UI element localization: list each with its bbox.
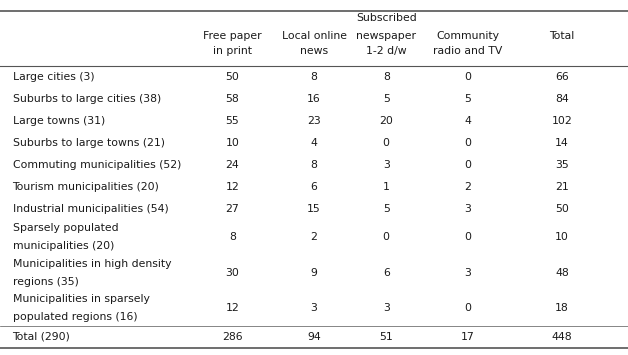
Text: 102: 102 <box>551 116 573 126</box>
Text: 84: 84 <box>555 94 569 104</box>
Text: Community: Community <box>436 31 499 41</box>
Text: 27: 27 <box>225 204 239 214</box>
Text: 448: 448 <box>552 332 572 342</box>
Text: 50: 50 <box>555 204 569 214</box>
Text: 15: 15 <box>307 204 321 214</box>
Text: 0: 0 <box>464 72 472 82</box>
Text: 30: 30 <box>225 268 239 278</box>
Text: Large cities (3): Large cities (3) <box>13 72 94 82</box>
Text: 0: 0 <box>382 138 390 148</box>
Text: Large towns (31): Large towns (31) <box>13 116 105 126</box>
Text: 48: 48 <box>555 268 569 278</box>
Text: Commuting municipalities (52): Commuting municipalities (52) <box>13 160 181 170</box>
Text: populated regions (16): populated regions (16) <box>13 312 137 322</box>
Text: 3: 3 <box>311 303 317 313</box>
Text: Free paper: Free paper <box>203 31 262 41</box>
Text: 3: 3 <box>465 204 471 214</box>
Text: 0: 0 <box>464 303 472 313</box>
Text: 4: 4 <box>311 138 317 148</box>
Text: 0: 0 <box>464 160 472 170</box>
Text: regions (35): regions (35) <box>13 277 78 286</box>
Text: 9: 9 <box>311 268 317 278</box>
Text: 1: 1 <box>383 182 389 192</box>
Text: 6: 6 <box>383 268 389 278</box>
Text: 24: 24 <box>225 160 239 170</box>
Text: 17: 17 <box>461 332 475 342</box>
Text: Tourism municipalities (20): Tourism municipalities (20) <box>13 182 160 192</box>
Text: 66: 66 <box>555 72 569 82</box>
Text: Municipalities in high density: Municipalities in high density <box>13 259 171 269</box>
Text: Sparsely populated: Sparsely populated <box>13 224 118 234</box>
Text: 23: 23 <box>307 116 321 126</box>
Text: 5: 5 <box>383 204 389 214</box>
Text: radio and TV: radio and TV <box>433 46 502 56</box>
Text: 4: 4 <box>465 116 471 126</box>
Text: 0: 0 <box>382 232 390 242</box>
Text: 5: 5 <box>465 94 471 104</box>
Text: 0: 0 <box>464 138 472 148</box>
Text: 3: 3 <box>465 268 471 278</box>
Text: Suburbs to large cities (38): Suburbs to large cities (38) <box>13 94 161 104</box>
Text: 51: 51 <box>379 332 393 342</box>
Text: Suburbs to large towns (21): Suburbs to large towns (21) <box>13 138 165 148</box>
Text: 8: 8 <box>383 72 389 82</box>
Text: 12: 12 <box>225 182 239 192</box>
Text: 21: 21 <box>555 182 569 192</box>
Text: 3: 3 <box>383 160 389 170</box>
Text: in print: in print <box>213 46 252 56</box>
Text: 2: 2 <box>311 232 317 242</box>
Text: 1-2 d/w: 1-2 d/w <box>366 46 406 56</box>
Text: 18: 18 <box>555 303 569 313</box>
Text: news: news <box>300 46 328 56</box>
Text: 55: 55 <box>225 116 239 126</box>
Text: 5: 5 <box>383 94 389 104</box>
Text: 94: 94 <box>307 332 321 342</box>
Text: 10: 10 <box>225 138 239 148</box>
Text: 286: 286 <box>222 332 242 342</box>
Text: Municipalities in sparsely: Municipalities in sparsely <box>13 294 149 304</box>
Text: 8: 8 <box>229 232 236 242</box>
Text: 14: 14 <box>555 138 569 148</box>
Text: 58: 58 <box>225 94 239 104</box>
Text: 16: 16 <box>307 94 321 104</box>
Text: municipalities (20): municipalities (20) <box>13 241 114 251</box>
Text: 10: 10 <box>555 232 569 242</box>
Text: 8: 8 <box>311 160 317 170</box>
Text: Total: Total <box>550 31 575 41</box>
Text: Total (290): Total (290) <box>13 332 70 342</box>
Text: newspaper: newspaper <box>356 31 416 41</box>
Text: Local online: Local online <box>281 31 347 41</box>
Text: 0: 0 <box>464 232 472 242</box>
Text: Subscribed: Subscribed <box>356 13 416 23</box>
Text: 50: 50 <box>225 72 239 82</box>
Text: 20: 20 <box>379 116 393 126</box>
Text: 2: 2 <box>465 182 471 192</box>
Text: 35: 35 <box>555 160 569 170</box>
Text: 6: 6 <box>311 182 317 192</box>
Text: 8: 8 <box>311 72 317 82</box>
Text: Industrial municipalities (54): Industrial municipalities (54) <box>13 204 168 214</box>
Text: 12: 12 <box>225 303 239 313</box>
Text: 3: 3 <box>383 303 389 313</box>
